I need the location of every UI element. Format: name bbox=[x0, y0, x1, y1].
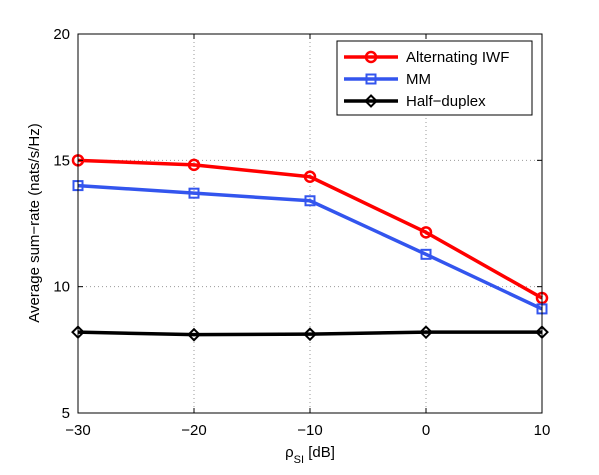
x-axis-label: ρSI [dB] bbox=[285, 444, 335, 466]
x-tick-label: 0 bbox=[422, 422, 430, 439]
x-tick-label: −10 bbox=[297, 422, 322, 439]
x-tick-label: −20 bbox=[181, 422, 206, 439]
y-tick-label: 5 bbox=[62, 405, 70, 422]
series-line bbox=[77, 330, 542, 337]
grid bbox=[78, 34, 542, 413]
data-point bbox=[303, 327, 317, 342]
legend-label: Alternating IWF bbox=[406, 49, 509, 66]
legend-item: MM bbox=[344, 71, 431, 88]
data-point bbox=[419, 226, 433, 239]
legend-item: Half−duplex bbox=[344, 93, 486, 110]
y-axis-label: Average sum−rate (nats/s/Hz) bbox=[26, 123, 43, 322]
legend-label: Half−duplex bbox=[406, 93, 486, 110]
y-tick-label: 20 bbox=[53, 26, 70, 43]
legend-item: Alternating IWF bbox=[344, 49, 509, 66]
data-point bbox=[187, 158, 201, 172]
legend-marker bbox=[364, 50, 378, 64]
data-point bbox=[187, 327, 201, 342]
data-point bbox=[303, 170, 317, 184]
data-point bbox=[419, 325, 433, 340]
axis-ticks: −30 −20 −10 0 10 5 10 15 20 bbox=[53, 26, 550, 439]
series-line bbox=[77, 183, 543, 311]
y-tick-label: 15 bbox=[53, 152, 70, 169]
legend: Alternating IWF MM Half−duplex bbox=[336, 40, 533, 116]
legend-marker bbox=[365, 73, 377, 85]
data-point bbox=[420, 248, 432, 260]
legend-marker bbox=[364, 94, 378, 108]
data-point bbox=[304, 195, 316, 207]
x-tick-label: 10 bbox=[534, 422, 551, 439]
legend-label: MM bbox=[406, 71, 431, 88]
data-point bbox=[188, 187, 200, 199]
series-line bbox=[77, 158, 543, 300]
x-tick-label: −30 bbox=[65, 422, 90, 439]
y-tick-label: 10 bbox=[53, 279, 70, 296]
